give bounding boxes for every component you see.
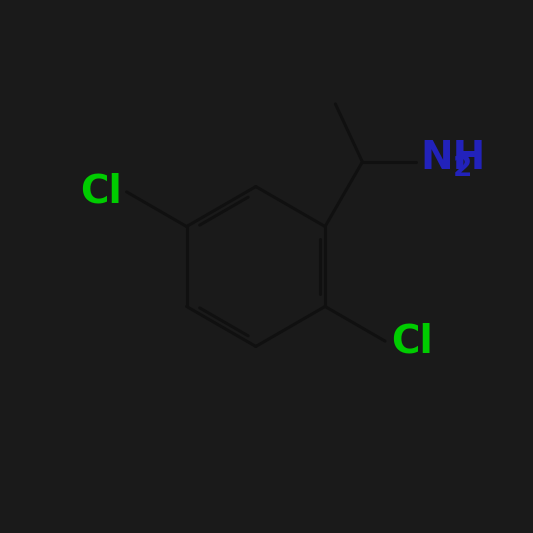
Text: 2: 2 bbox=[453, 154, 472, 182]
Text: Cl: Cl bbox=[80, 173, 123, 211]
Text: NH: NH bbox=[420, 139, 485, 176]
Text: Cl: Cl bbox=[391, 322, 433, 360]
